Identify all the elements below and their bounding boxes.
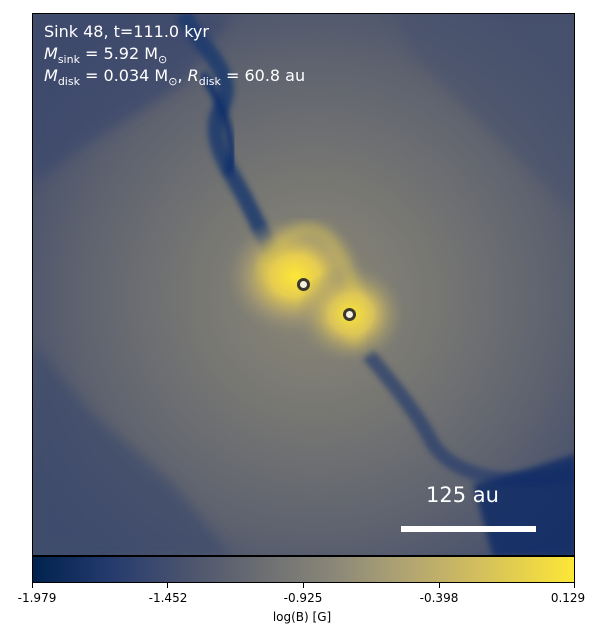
annotation-sink-time: Sink 48, t=111.0 kyr [44,21,209,42]
scalebar [401,526,536,532]
disk-mass-symbol: M [44,66,58,85]
colorbar-label: log(B) [G] [272,610,332,624]
disk-radius-subscript: disk [198,75,221,89]
colorbar-tick-label: -0.925 [283,591,323,605]
mass-subscript: sink [57,53,80,67]
annotation-disk: Mdisk = 0.034 M⊙, Rdisk = 60.8 au [44,65,305,92]
colorbar-tick-label: -1.979 [17,591,57,605]
disk-mass-subscript: disk [57,75,80,89]
disk-solar-symbol: ⊙ [168,75,178,89]
colorbar [32,556,575,583]
solar-symbol: ⊙ [158,53,168,67]
disk-mass-value: = 0.034 M [79,66,169,85]
sink-particle-marker [343,308,356,321]
sink-particle-marker [297,278,310,291]
field-image [33,14,574,555]
sink-mass-value: = 5.92 M [79,44,159,63]
colorbar-tick [32,583,33,588]
disk-radius-value: = 60.8 au [220,66,306,85]
magnetic-field-map: Sink 48, t=111.0 kyr Msink = 5.92 M⊙ Mdi… [32,13,575,556]
scalebar-label: 125 au [426,483,499,507]
disk-radius-symbol: R [187,66,199,85]
colorbar-tick-label: -0.398 [419,591,459,605]
annotation-sink-time-text: Sink 48, t=111.0 kyr [44,22,209,41]
colorbar-tick [574,583,575,588]
colorbar-tick-label: 0.129 [550,591,586,605]
mass-symbol: M [44,44,58,63]
colorbar-tick-label: -1.452 [148,591,188,605]
annotation-sink-mass: Msink = 5.92 M⊙ [44,43,167,70]
colorbar-tick [167,583,168,588]
annotation-separator: , [177,66,188,85]
colorbar-tick [303,583,304,588]
colorbar-tick [439,583,440,588]
